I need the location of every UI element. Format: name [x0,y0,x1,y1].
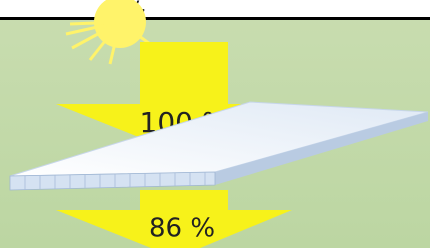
scene: y, 100 % [0,0,430,248]
diagram: y, 100 % [0,0,430,248]
header-rule [0,17,430,20]
transmitted-label: 86 % [149,214,215,244]
header-band [0,0,430,18]
page: {"header": {"text": "y,"}, "incoming": {… [0,0,430,248]
